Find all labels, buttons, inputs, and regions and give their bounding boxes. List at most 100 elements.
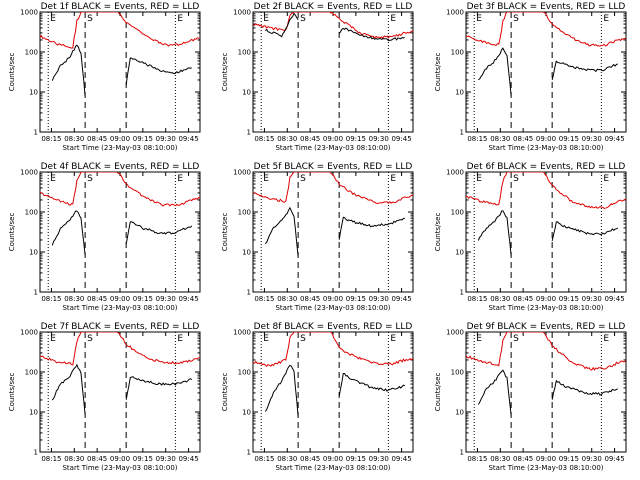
series-group [466, 332, 626, 416]
x-tick-label: 08:45 [513, 295, 533, 303]
chart-svg: Det 8f BLACK = Events, RED = LLD 1 10 100 10… [221, 322, 414, 472]
x-tick-label: 08:15 [254, 455, 274, 463]
detector-panel: Det 9f BLACK = Events, RED = LLD 1 10 100 10… [426, 320, 639, 480]
chart-title: Det 8f BLACK = Events, RED = LLD [254, 322, 413, 332]
x-tick-label: 09:15 [346, 295, 366, 303]
chart-svg: Det 1f BLACK = Events, RED = LLD 1 10 100 10… [8, 2, 201, 152]
x-axis-label: Start Time (23-May-03 08:10:00) [275, 464, 390, 472]
x-tick-label: 08:45 [513, 135, 533, 143]
series-group [40, 172, 200, 256]
x-tick-label: 09:15 [133, 295, 153, 303]
y-tick-label: 1 [34, 289, 38, 297]
y-axis-label: Counts/sec [221, 373, 229, 412]
y-tick-label: 1000 [233, 169, 251, 177]
series-line-black [51, 363, 193, 415]
plot-frame [465, 11, 627, 133]
chart-title: Det 2f BLACK = Events, RED = LLD [254, 2, 413, 12]
x-tick-label: 09:45 [391, 135, 411, 143]
event-marker-label: E [603, 14, 609, 24]
series-line-red [253, 332, 413, 368]
event-marker-label: E [177, 334, 183, 344]
y-tick-label: 1000 [233, 329, 251, 337]
x-tick-label: 09:45 [391, 295, 411, 303]
series-line-black [477, 369, 618, 416]
detector-panel: Det 5f BLACK = Events, RED = LLD 1 10 100 10… [213, 160, 426, 320]
chart-title: Det 7f BLACK = Events, RED = LLD [41, 322, 200, 332]
event-marker-label: S [513, 174, 519, 184]
y-tick-label: 100 [238, 49, 251, 57]
x-tick-label: 09:30 [156, 295, 176, 303]
y-tick-label: 10 [242, 249, 251, 257]
series-group [466, 12, 626, 97]
x-tick-label: 09:30 [369, 295, 389, 303]
x-tick-label: 08:30 [64, 295, 84, 303]
x-tick-label: 09:00 [536, 455, 556, 463]
event-marker-label: E [476, 174, 482, 184]
y-tick-label: 10 [29, 89, 38, 97]
y-axis-label: Counts/sec [434, 53, 442, 92]
event-marker-label: E [603, 334, 609, 344]
x-tick-label: 08:30 [277, 295, 297, 303]
y-tick-label: 1000 [446, 329, 464, 337]
y-tick-label: 10 [29, 249, 38, 257]
chart-title: Det 1f BLACK = Events, RED = LLD [41, 2, 200, 12]
y-tick-label: 1000 [20, 329, 38, 337]
y-tick-label: 10 [29, 409, 38, 417]
event-marker-label: E [476, 14, 482, 24]
chart-svg: Det 2f BLACK = Events, RED = LLD 1 10 100 10… [221, 2, 414, 152]
x-tick-label: 08:15 [41, 455, 61, 463]
y-tick-label: 100 [238, 209, 251, 217]
y-tick-label: 10 [455, 409, 464, 417]
y-tick-label: 1000 [20, 9, 38, 17]
y-tick-label: 1 [247, 289, 251, 297]
x-tick-label: 09:00 [536, 135, 556, 143]
y-tick-label: 100 [25, 209, 38, 217]
event-marker-label: S [300, 174, 306, 184]
y-tick-label: 1 [34, 129, 38, 137]
y-tick-label: 100 [25, 369, 38, 377]
series-line-red [40, 12, 200, 49]
event-marker-label: E [390, 334, 396, 344]
plot-frame [252, 331, 414, 453]
x-tick-label: 09:15 [559, 295, 579, 303]
x-tick-label: 09:45 [391, 455, 411, 463]
event-marker-label: E [263, 334, 269, 344]
event-marker-label: E [390, 174, 396, 184]
series-line-black [264, 12, 405, 42]
series-group [253, 12, 413, 42]
event-marker-label: S [300, 14, 306, 24]
series-line-red [40, 172, 200, 207]
x-axis-label: Start Time (23-May-03 08:10:00) [62, 464, 177, 472]
x-tick-label: 09:00 [110, 295, 130, 303]
x-tick-label: 09:30 [156, 135, 176, 143]
event-marker-label: S [87, 334, 93, 344]
chart-title: Det 4f BLACK = Events, RED = LLD [41, 162, 200, 172]
x-tick-label: 08:15 [41, 295, 61, 303]
chart-svg: Det 9f BLACK = Events, RED = LLD 1 10 100 10… [434, 322, 627, 472]
x-tick-label: 08:15 [467, 135, 487, 143]
series-line-red [40, 332, 200, 366]
x-axis-label: Start Time (23-May-03 08:10:00) [275, 144, 390, 152]
detector-panel: Det 4f BLACK = Events, RED = LLD 1 10 100 10… [0, 160, 213, 320]
plot-frame [39, 331, 201, 453]
y-tick-label: 1 [247, 129, 251, 137]
series-group [253, 332, 413, 417]
x-axis-label: Start Time (23-May-03 08:10:00) [62, 144, 177, 152]
x-tick-label: 08:15 [467, 455, 487, 463]
x-tick-label: 09:00 [110, 135, 130, 143]
event-marker-label: E [50, 14, 56, 24]
x-tick-label: 08:45 [300, 135, 320, 143]
y-tick-label: 100 [238, 369, 251, 377]
y-tick-label: 1 [460, 289, 464, 297]
y-tick-label: 100 [25, 49, 38, 57]
x-axis-label: Start Time (23-May-03 08:10:00) [488, 144, 603, 152]
x-tick-label: 09:00 [536, 295, 556, 303]
x-axis-label: Start Time (23-May-03 08:10:00) [62, 304, 177, 312]
series-line-black [477, 210, 619, 256]
x-tick-label: 08:30 [277, 455, 297, 463]
x-tick-label: 08:45 [87, 135, 107, 143]
x-tick-label: 09:00 [323, 455, 343, 463]
x-axis-label: Start Time (23-May-03 08:10:00) [488, 304, 603, 312]
y-tick-label: 10 [242, 409, 251, 417]
chart-svg: Det 4f BLACK = Events, RED = LLD 1 10 100 10… [8, 162, 201, 312]
